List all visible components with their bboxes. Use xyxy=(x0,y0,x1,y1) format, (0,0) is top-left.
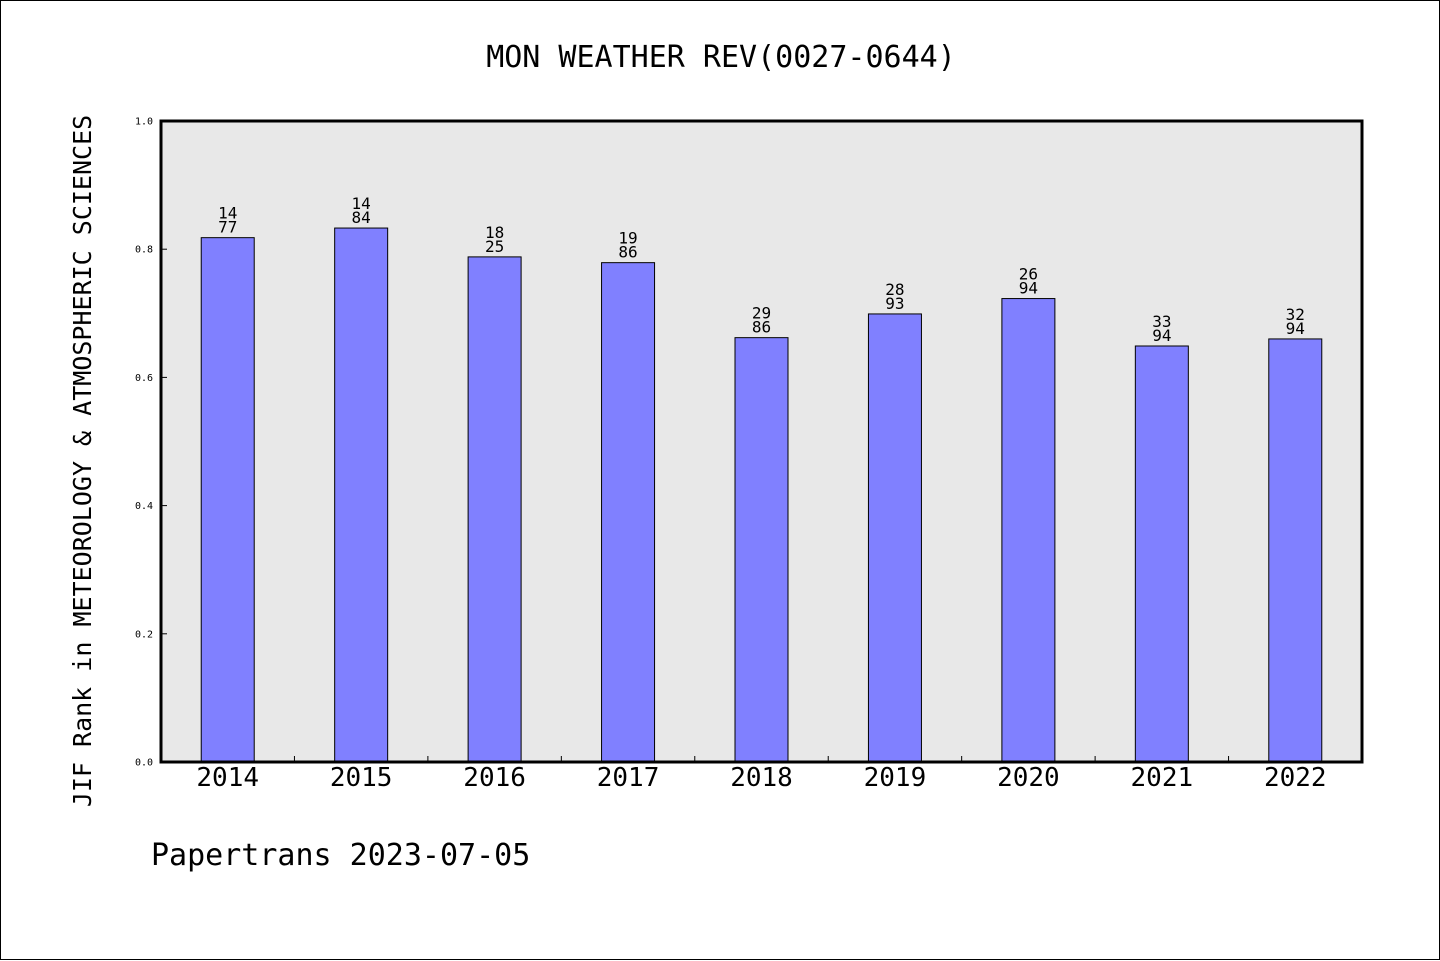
y-tick-label: 0.8 xyxy=(135,245,153,256)
bar-label-rank: 14 xyxy=(352,194,371,213)
y-tick-label: 0.2 xyxy=(135,629,153,640)
x-tick-label: 2018 xyxy=(730,763,793,793)
bar xyxy=(200,237,255,763)
bar xyxy=(1134,345,1189,763)
bar-label-percentile: 94 xyxy=(1286,319,1305,338)
y-tick-label: 1.0 xyxy=(135,117,153,128)
x-tick-label: 2015 xyxy=(330,763,393,793)
x-axis: 2014 2015 2016 2017 2018 2019 2020 2021 2022 xyxy=(196,756,1327,793)
x-tick-label: 2020 xyxy=(997,763,1060,793)
bar-label-percentile: 94 xyxy=(1152,326,1171,345)
x-tick-label: 2016 xyxy=(463,763,526,793)
bar-label-rank: 28 xyxy=(885,280,904,299)
bar xyxy=(601,262,656,763)
chart-title: MON WEATHER REV(0027-0644) xyxy=(486,40,956,75)
y-tick-label: 0.0 xyxy=(135,758,153,769)
bar xyxy=(867,313,922,763)
bar-label-rank: 26 xyxy=(1019,265,1038,284)
bar-label-percentile: 86 xyxy=(752,318,771,337)
bars-group xyxy=(200,227,1323,763)
footer-text: Papertrans 2023-07-05 xyxy=(151,838,530,873)
y-axis-label: JIF Rank in METEOROLOGY & ATMOSPHERIC SC… xyxy=(68,115,97,807)
bar-label-percentile: 77 xyxy=(218,218,237,237)
bar xyxy=(1001,298,1056,763)
bar-label-rank: 32 xyxy=(1286,305,1305,324)
bar-label-percentile: 84 xyxy=(352,208,371,227)
y-tick-label: 0.4 xyxy=(135,501,153,512)
plot-border xyxy=(159,119,1364,764)
bar-label-rank: 29 xyxy=(752,304,771,323)
bar xyxy=(334,227,389,763)
bar-label-percentile: 25 xyxy=(485,237,504,256)
bar-label-rank: 18 xyxy=(485,223,504,242)
bar xyxy=(734,337,789,763)
x-tick-label: 2014 xyxy=(196,763,259,793)
bar-label-rank: 14 xyxy=(218,204,237,223)
bar-label-percentile: 94 xyxy=(1019,279,1038,298)
bar-label-percentile: 86 xyxy=(618,243,637,262)
bar-label-rank: 33 xyxy=(1152,312,1171,331)
y-tick-label: 0.6 xyxy=(135,373,153,384)
x-tick-label: 2021 xyxy=(1131,763,1194,793)
x-tick-label: 2017 xyxy=(597,763,660,793)
bar-label-rank: 19 xyxy=(618,229,637,248)
x-tick-label: 2022 xyxy=(1264,763,1327,793)
bar-label-percentile: 93 xyxy=(885,294,904,313)
bar xyxy=(1268,338,1323,763)
bar xyxy=(467,256,522,763)
x-tick-label: 2019 xyxy=(864,763,927,793)
